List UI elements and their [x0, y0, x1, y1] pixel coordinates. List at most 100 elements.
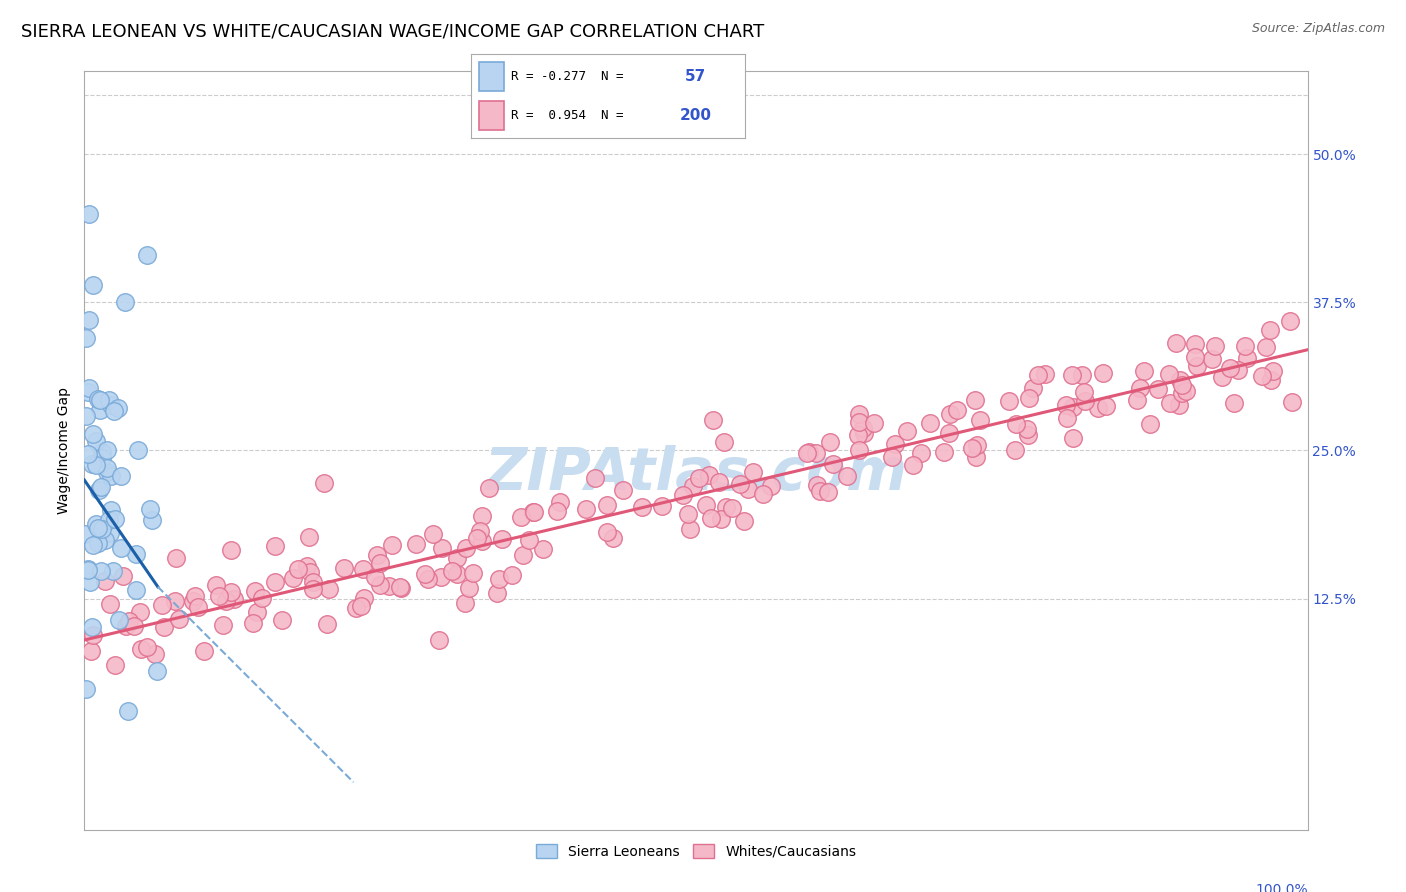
- Point: [150, 598, 173, 612]
- Point: [575, 502, 598, 516]
- Point: [416, 572, 439, 586]
- Point: [910, 446, 932, 460]
- Point: [87, 536, 110, 550]
- Point: [80, 457, 103, 471]
- Point: [90, 480, 112, 494]
- Point: [1222, 396, 1244, 410]
- Point: [465, 532, 488, 546]
- Point: [934, 445, 956, 459]
- Point: [523, 505, 546, 519]
- Point: [75, 527, 97, 541]
- Point: [697, 467, 720, 482]
- Point: [1017, 427, 1039, 442]
- Point: [184, 589, 207, 603]
- Point: [82, 620, 104, 634]
- Point: [1167, 398, 1189, 412]
- Point: [1174, 384, 1197, 398]
- Text: ZIPAtlas.com: ZIPAtlas.com: [485, 445, 907, 501]
- Point: [966, 438, 988, 452]
- Point: [688, 471, 710, 485]
- Point: [468, 524, 491, 538]
- Point: [1236, 351, 1258, 365]
- Point: [388, 580, 411, 594]
- Point: [1133, 364, 1156, 378]
- Point: [114, 295, 136, 310]
- Point: [353, 591, 375, 605]
- Point: [370, 578, 392, 592]
- Point: [817, 484, 839, 499]
- Point: [806, 478, 828, 492]
- Point: [1170, 373, 1192, 387]
- Point: [96, 465, 118, 479]
- Point: [583, 470, 606, 484]
- Point: [631, 500, 654, 515]
- Bar: [479, 101, 503, 130]
- Point: [896, 424, 918, 438]
- Point: [378, 579, 401, 593]
- Point: [122, 618, 145, 632]
- Point: [1054, 398, 1077, 412]
- Point: [901, 458, 924, 472]
- Point: [454, 541, 477, 555]
- Point: [350, 599, 373, 613]
- Point: [153, 620, 176, 634]
- Point: [111, 568, 134, 582]
- Point: [846, 428, 869, 442]
- Point: [1005, 417, 1028, 432]
- Point: [1062, 401, 1084, 415]
- Point: [962, 441, 984, 455]
- Point: [104, 658, 127, 673]
- Point: [264, 575, 287, 590]
- Point: [389, 581, 412, 595]
- Point: [852, 421, 875, 435]
- Point: [86, 521, 108, 535]
- Point: [457, 582, 479, 596]
- Point: [1021, 380, 1043, 394]
- Point: [103, 403, 125, 417]
- Point: [883, 436, 905, 450]
- Point: [1159, 368, 1181, 382]
- Point: [77, 313, 100, 327]
- Point: [1146, 382, 1168, 396]
- Point: [76, 331, 98, 345]
- Point: [129, 641, 152, 656]
- Point: [314, 475, 336, 490]
- Point: [946, 403, 969, 417]
- Point: [90, 522, 112, 536]
- Point: [752, 486, 775, 500]
- Point: [709, 512, 731, 526]
- Point: [1170, 378, 1192, 392]
- Point: [96, 442, 118, 457]
- Point: [1087, 401, 1109, 415]
- Text: 100.0%: 100.0%: [1256, 883, 1308, 892]
- Point: [82, 277, 104, 292]
- Point: [702, 413, 724, 427]
- Point: [1184, 350, 1206, 364]
- Point: [651, 499, 673, 513]
- Point: [1070, 368, 1092, 382]
- Point: [76, 447, 98, 461]
- Point: [79, 574, 101, 589]
- Point: [316, 617, 339, 632]
- Point: [471, 508, 494, 523]
- Point: [1260, 323, 1282, 337]
- Point: [100, 503, 122, 517]
- Point: [381, 538, 404, 552]
- Point: [100, 469, 122, 483]
- Point: [1056, 411, 1078, 425]
- Point: [127, 442, 149, 457]
- Point: [181, 594, 204, 608]
- Point: [853, 425, 876, 440]
- Point: [91, 445, 114, 459]
- Point: [1033, 368, 1056, 382]
- Point: [1073, 385, 1095, 400]
- Point: [405, 537, 427, 551]
- Point: [969, 413, 991, 427]
- Point: [76, 384, 98, 399]
- Point: [965, 450, 987, 464]
- Point: [1060, 368, 1083, 383]
- Point: [1062, 431, 1084, 445]
- Point: [110, 468, 132, 483]
- Point: [848, 415, 870, 429]
- Point: [430, 541, 453, 555]
